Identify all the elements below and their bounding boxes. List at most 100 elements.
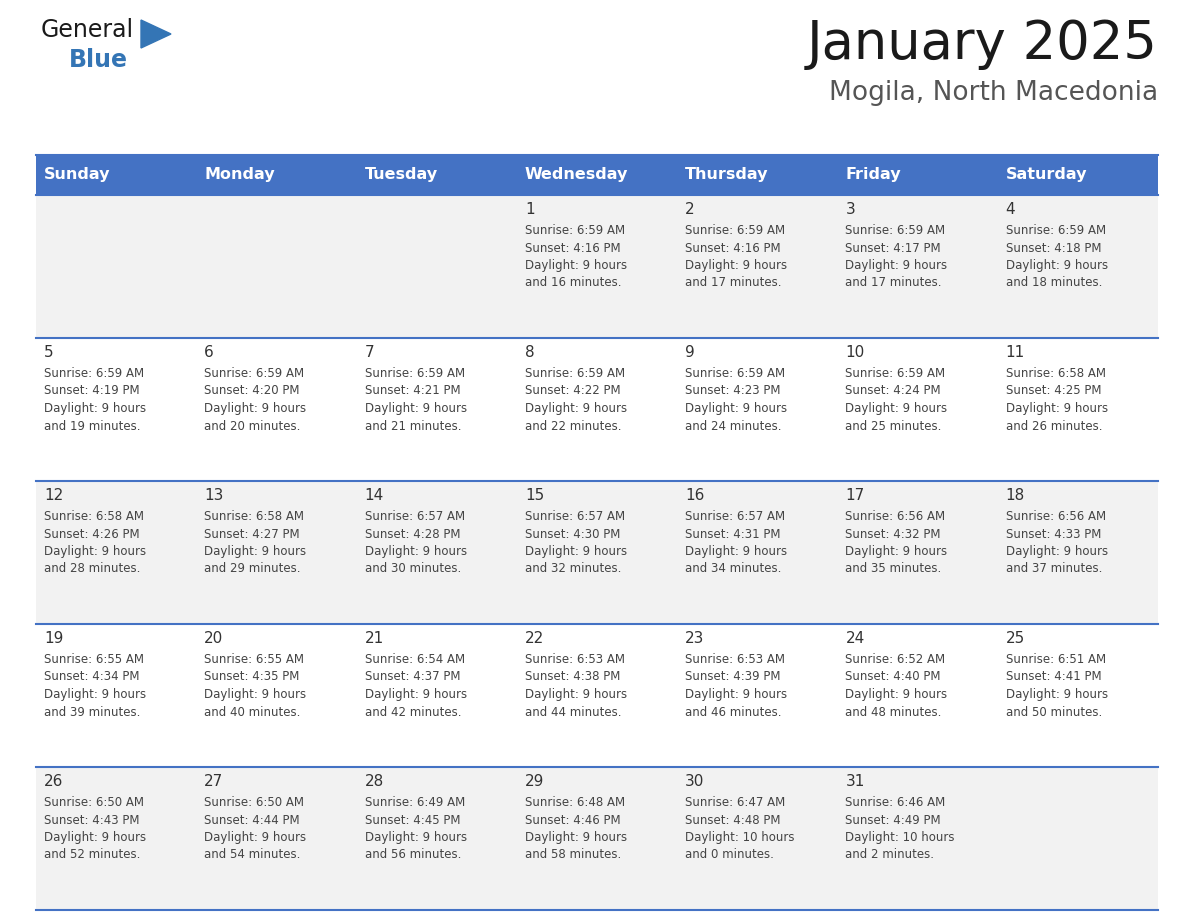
- Text: Sunset: 4:49 PM: Sunset: 4:49 PM: [846, 813, 941, 826]
- Text: and 35 minutes.: and 35 minutes.: [846, 563, 942, 576]
- Text: Thursday: Thursday: [685, 167, 769, 183]
- Bar: [36, 481, 1158, 624]
- Text: 11: 11: [1006, 345, 1025, 360]
- Text: 28: 28: [365, 774, 384, 789]
- Text: and 16 minutes.: and 16 minutes.: [525, 276, 621, 289]
- Text: Daylight: 9 hours: Daylight: 9 hours: [685, 259, 788, 272]
- Text: Daylight: 9 hours: Daylight: 9 hours: [365, 545, 467, 558]
- Text: 16: 16: [685, 488, 704, 503]
- Text: 4: 4: [1006, 202, 1016, 217]
- Text: 10: 10: [846, 345, 865, 360]
- Text: Tuesday: Tuesday: [365, 167, 437, 183]
- Text: Sunset: 4:41 PM: Sunset: 4:41 PM: [1006, 670, 1101, 684]
- Text: Daylight: 9 hours: Daylight: 9 hours: [525, 259, 627, 272]
- Text: 30: 30: [685, 774, 704, 789]
- Text: Sunrise: 6:57 AM: Sunrise: 6:57 AM: [685, 510, 785, 523]
- Text: and 42 minutes.: and 42 minutes.: [365, 706, 461, 719]
- Text: Sunset: 4:18 PM: Sunset: 4:18 PM: [1006, 241, 1101, 254]
- Text: Sunrise: 6:51 AM: Sunrise: 6:51 AM: [1006, 653, 1106, 666]
- Text: Sunrise: 6:59 AM: Sunrise: 6:59 AM: [525, 367, 625, 380]
- Text: and 58 minutes.: and 58 minutes.: [525, 848, 621, 861]
- Text: 12: 12: [44, 488, 63, 503]
- Text: Sunrise: 6:55 AM: Sunrise: 6:55 AM: [44, 653, 144, 666]
- Text: Sunset: 4:45 PM: Sunset: 4:45 PM: [365, 813, 460, 826]
- Text: Daylight: 9 hours: Daylight: 9 hours: [525, 545, 627, 558]
- Text: Daylight: 9 hours: Daylight: 9 hours: [525, 688, 627, 701]
- Text: Daylight: 9 hours: Daylight: 9 hours: [846, 545, 948, 558]
- Text: Sunrise: 6:49 AM: Sunrise: 6:49 AM: [365, 796, 465, 809]
- Text: Sunrise: 6:47 AM: Sunrise: 6:47 AM: [685, 796, 785, 809]
- Text: 3: 3: [846, 202, 855, 217]
- Text: Sunrise: 6:59 AM: Sunrise: 6:59 AM: [846, 367, 946, 380]
- Text: Friday: Friday: [846, 167, 901, 183]
- Text: Daylight: 9 hours: Daylight: 9 hours: [204, 688, 307, 701]
- Text: 31: 31: [846, 774, 865, 789]
- Text: and 2 minutes.: and 2 minutes.: [846, 848, 935, 861]
- Text: Sunset: 4:27 PM: Sunset: 4:27 PM: [204, 528, 299, 541]
- Text: and 17 minutes.: and 17 minutes.: [685, 276, 782, 289]
- Bar: [36, 195, 1158, 338]
- Text: and 30 minutes.: and 30 minutes.: [365, 563, 461, 576]
- Text: 26: 26: [44, 774, 63, 789]
- Text: Sunrise: 6:52 AM: Sunrise: 6:52 AM: [846, 653, 946, 666]
- Text: Sunset: 4:17 PM: Sunset: 4:17 PM: [846, 241, 941, 254]
- Text: and 44 minutes.: and 44 minutes.: [525, 706, 621, 719]
- Bar: [36, 767, 1158, 910]
- Text: Sunset: 4:20 PM: Sunset: 4:20 PM: [204, 385, 299, 397]
- Text: Daylight: 9 hours: Daylight: 9 hours: [365, 831, 467, 844]
- Text: Sunset: 4:31 PM: Sunset: 4:31 PM: [685, 528, 781, 541]
- Text: and 28 minutes.: and 28 minutes.: [44, 563, 140, 576]
- Text: Sunset: 4:46 PM: Sunset: 4:46 PM: [525, 813, 620, 826]
- Text: Sunset: 4:22 PM: Sunset: 4:22 PM: [525, 385, 620, 397]
- Text: 21: 21: [365, 631, 384, 646]
- Text: 22: 22: [525, 631, 544, 646]
- Text: Sunrise: 6:56 AM: Sunrise: 6:56 AM: [846, 510, 946, 523]
- Text: and 29 minutes.: and 29 minutes.: [204, 563, 301, 576]
- Text: Sunrise: 6:53 AM: Sunrise: 6:53 AM: [525, 653, 625, 666]
- Text: Daylight: 9 hours: Daylight: 9 hours: [685, 402, 788, 415]
- Text: Sunrise: 6:55 AM: Sunrise: 6:55 AM: [204, 653, 304, 666]
- Text: and 46 minutes.: and 46 minutes.: [685, 706, 782, 719]
- Text: Daylight: 9 hours: Daylight: 9 hours: [204, 831, 307, 844]
- Text: Daylight: 9 hours: Daylight: 9 hours: [1006, 688, 1108, 701]
- Text: Sunrise: 6:59 AM: Sunrise: 6:59 AM: [525, 224, 625, 237]
- Text: Sunset: 4:43 PM: Sunset: 4:43 PM: [44, 813, 139, 826]
- Text: Sunset: 4:26 PM: Sunset: 4:26 PM: [44, 528, 140, 541]
- Text: Sunrise: 6:58 AM: Sunrise: 6:58 AM: [204, 510, 304, 523]
- Text: Daylight: 9 hours: Daylight: 9 hours: [204, 402, 307, 415]
- Text: Sunrise: 6:48 AM: Sunrise: 6:48 AM: [525, 796, 625, 809]
- Bar: [36, 155, 1158, 195]
- Text: Wednesday: Wednesday: [525, 167, 628, 183]
- Text: 29: 29: [525, 774, 544, 789]
- Text: Sunrise: 6:59 AM: Sunrise: 6:59 AM: [685, 224, 785, 237]
- Text: Saturday: Saturday: [1006, 167, 1087, 183]
- Text: and 21 minutes.: and 21 minutes.: [365, 420, 461, 432]
- Text: 17: 17: [846, 488, 865, 503]
- Bar: [36, 338, 1158, 481]
- Text: Daylight: 9 hours: Daylight: 9 hours: [525, 831, 627, 844]
- Text: Sunset: 4:35 PM: Sunset: 4:35 PM: [204, 670, 299, 684]
- Text: Sunset: 4:37 PM: Sunset: 4:37 PM: [365, 670, 460, 684]
- Text: Daylight: 9 hours: Daylight: 9 hours: [1006, 259, 1108, 272]
- Text: Daylight: 9 hours: Daylight: 9 hours: [365, 402, 467, 415]
- Text: Sunset: 4:38 PM: Sunset: 4:38 PM: [525, 670, 620, 684]
- Text: 7: 7: [365, 345, 374, 360]
- Text: 14: 14: [365, 488, 384, 503]
- Text: Daylight: 9 hours: Daylight: 9 hours: [685, 545, 788, 558]
- Text: Blue: Blue: [69, 48, 128, 72]
- Text: and 0 minutes.: and 0 minutes.: [685, 848, 775, 861]
- Text: Sunset: 4:48 PM: Sunset: 4:48 PM: [685, 813, 781, 826]
- Text: and 18 minutes.: and 18 minutes.: [1006, 276, 1102, 289]
- Text: Daylight: 9 hours: Daylight: 9 hours: [846, 688, 948, 701]
- Text: 8: 8: [525, 345, 535, 360]
- Text: Daylight: 9 hours: Daylight: 9 hours: [44, 545, 146, 558]
- Text: Sunset: 4:32 PM: Sunset: 4:32 PM: [846, 528, 941, 541]
- Text: Sunset: 4:30 PM: Sunset: 4:30 PM: [525, 528, 620, 541]
- Text: Sunset: 4:16 PM: Sunset: 4:16 PM: [525, 241, 620, 254]
- Text: Sunrise: 6:59 AM: Sunrise: 6:59 AM: [365, 367, 465, 380]
- Text: Daylight: 9 hours: Daylight: 9 hours: [846, 259, 948, 272]
- Text: Sunrise: 6:54 AM: Sunrise: 6:54 AM: [365, 653, 465, 666]
- Text: and 50 minutes.: and 50 minutes.: [1006, 706, 1102, 719]
- Text: and 17 minutes.: and 17 minutes.: [846, 276, 942, 289]
- Text: Daylight: 9 hours: Daylight: 9 hours: [44, 831, 146, 844]
